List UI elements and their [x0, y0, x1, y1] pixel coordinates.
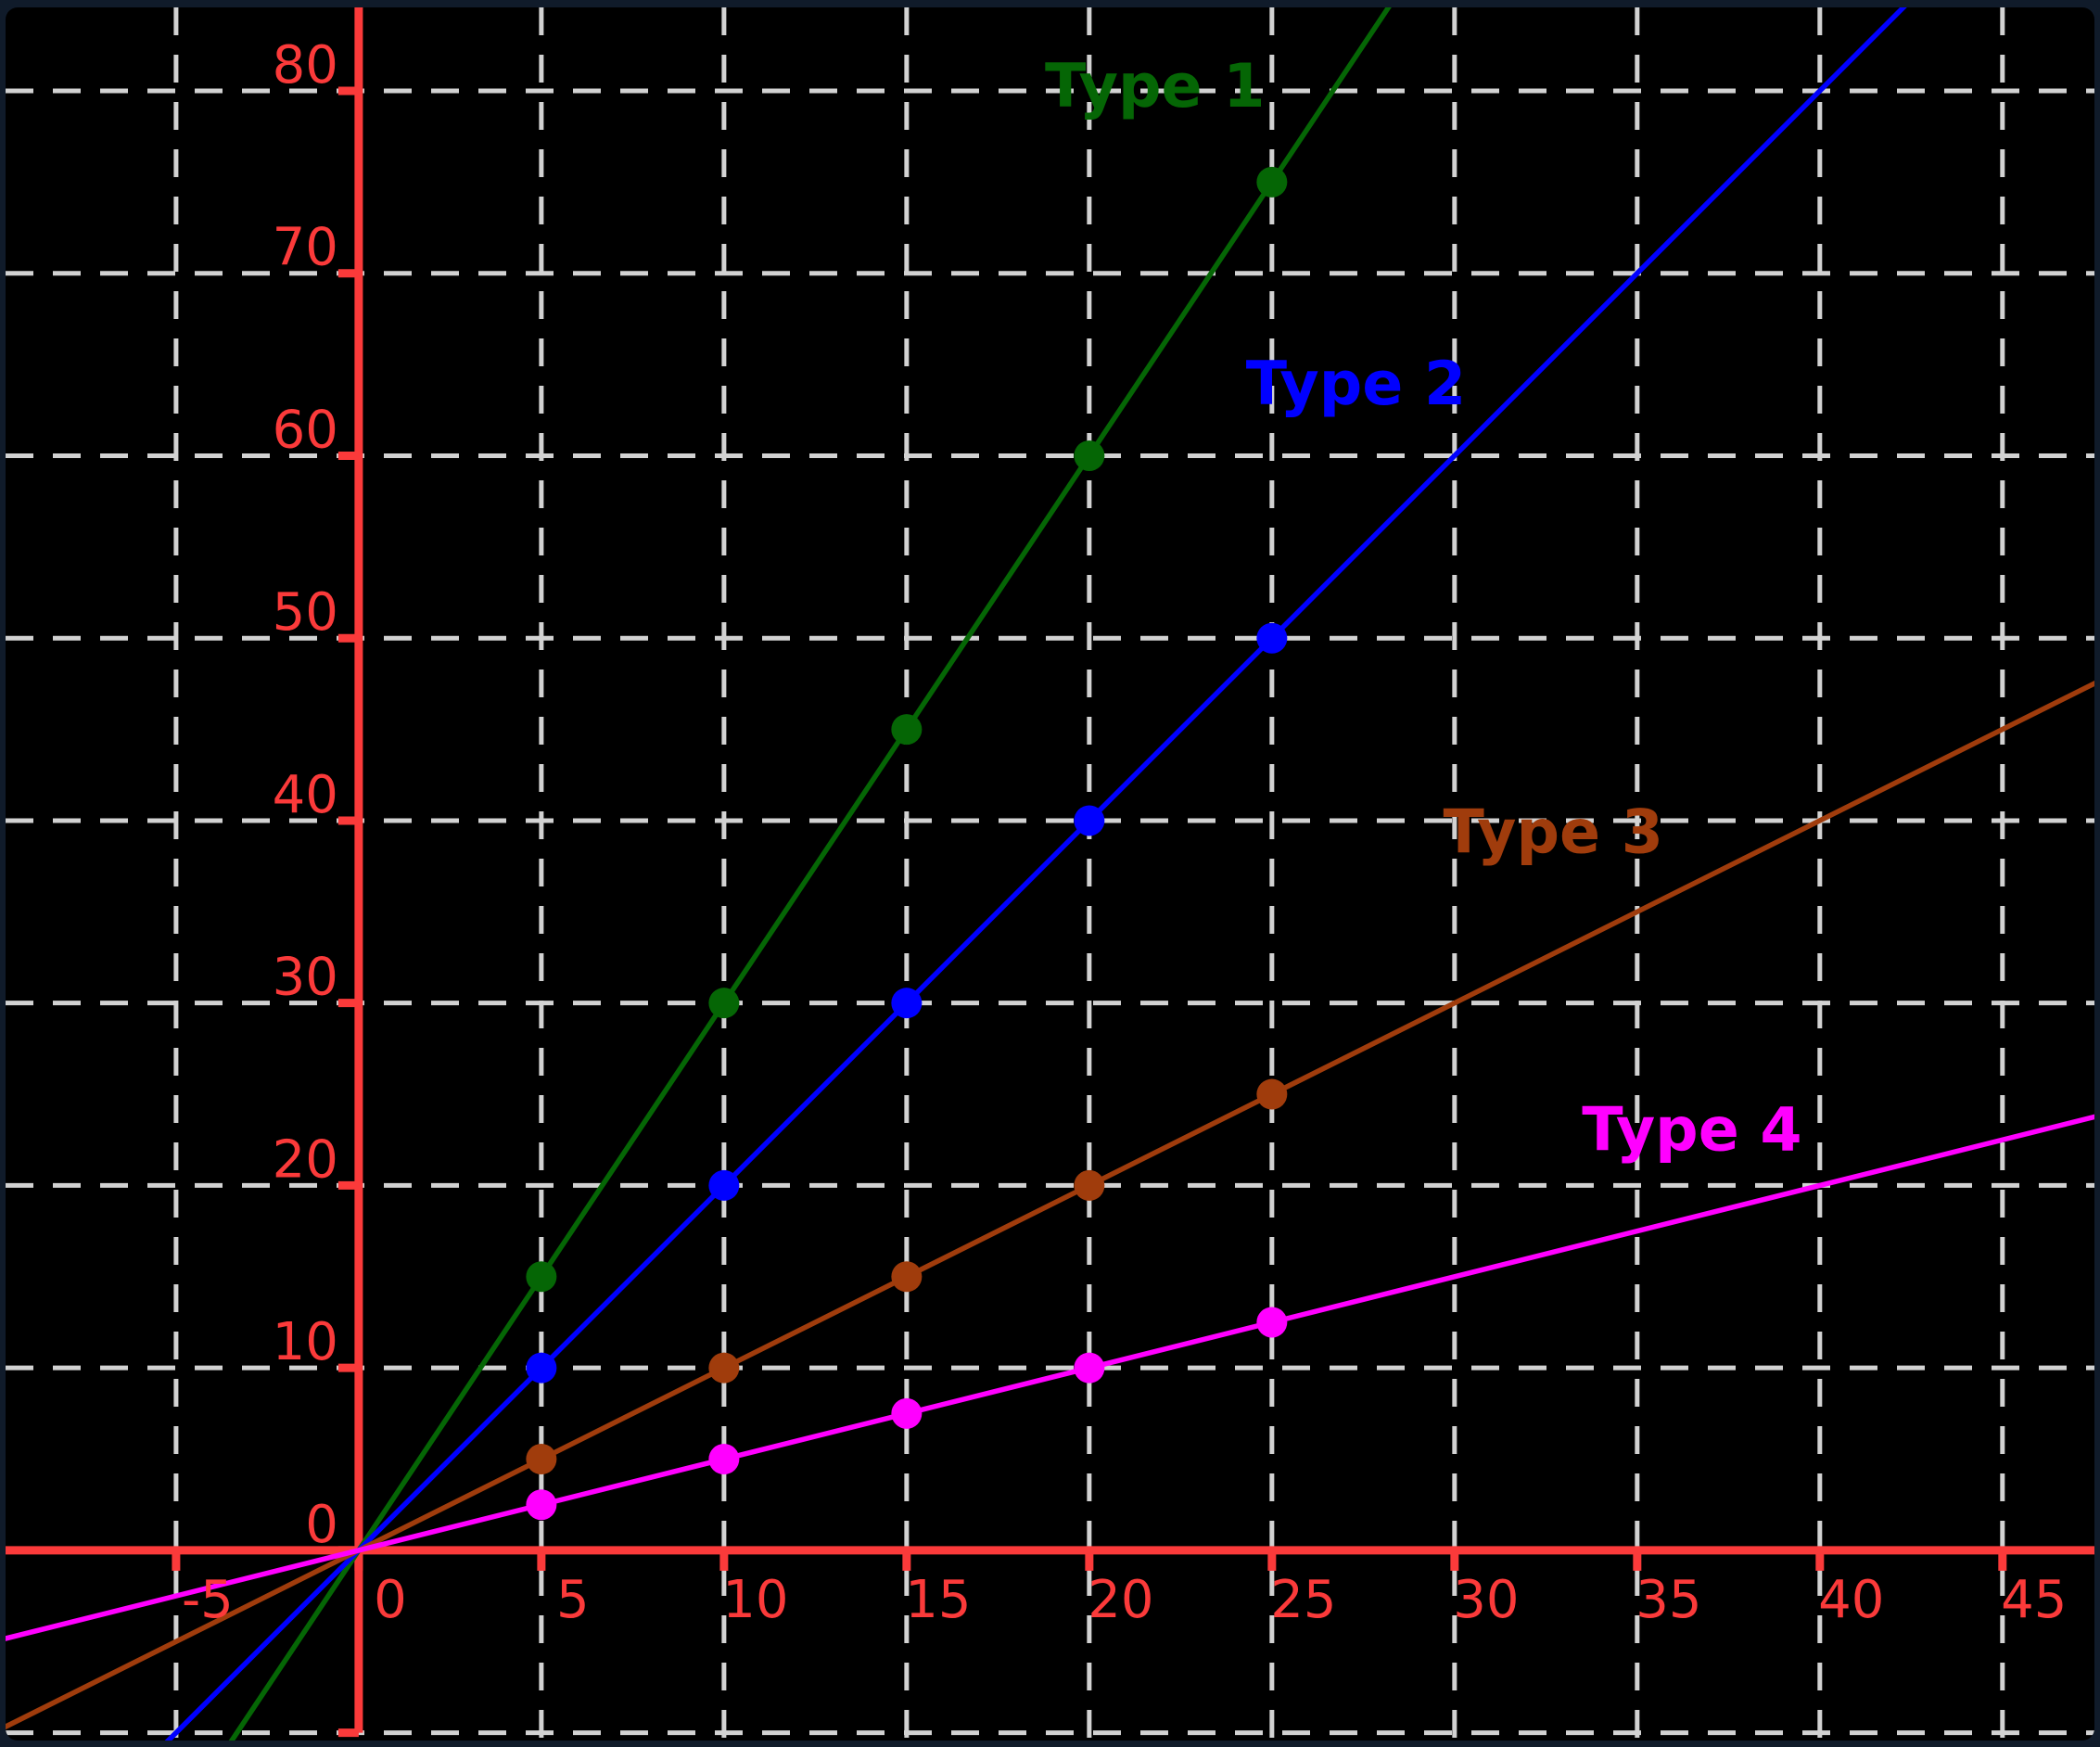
plot-area [6, 7, 2094, 1741]
x-tick-label: 0 [374, 1570, 407, 1630]
data-point-type-1 [1074, 440, 1105, 471]
data-point-type-2 [1256, 622, 1288, 654]
x-tick-label: 15 [905, 1570, 971, 1630]
y-tick-label: 10 [273, 1312, 338, 1372]
data-point-type-3 [708, 1352, 740, 1384]
x-tick-label: 40 [1818, 1570, 1884, 1630]
y-tick-label: 50 [273, 582, 338, 643]
data-point-type-1 [526, 1261, 557, 1293]
data-point-type-3 [1256, 1078, 1288, 1110]
data-point-type-4 [1256, 1307, 1288, 1338]
data-point-type-2 [891, 988, 923, 1019]
series-label-type-3: Type 3 [1443, 798, 1662, 868]
series-label-type-2: Type 2 [1246, 350, 1466, 419]
data-point-type-2 [1074, 805, 1105, 836]
y-tick-label: 40 [273, 765, 338, 825]
y-tick-label: 80 [273, 35, 338, 96]
series-label-type-4: Type 4 [1582, 1095, 1801, 1165]
data-point-type-3 [891, 1261, 923, 1293]
data-point-type-1 [891, 714, 923, 746]
y-tick-label: 70 [273, 218, 338, 278]
x-tick-label: 5 [556, 1570, 590, 1630]
x-tick-label: 30 [1453, 1570, 1519, 1630]
data-point-type-3 [1074, 1169, 1105, 1201]
data-point-type-4 [891, 1397, 923, 1429]
x-tick-label: 35 [1635, 1570, 1701, 1630]
series-label-type-1: Type 1 [1045, 52, 1265, 121]
x-tick-label: 20 [1088, 1570, 1153, 1630]
x-tick-label: 45 [2001, 1570, 2067, 1630]
data-point-type-4 [708, 1444, 740, 1475]
x-tick-label: 25 [1270, 1570, 1336, 1630]
data-point-type-2 [526, 1352, 557, 1384]
y-tick-label: 30 [273, 948, 338, 1008]
data-point-type-4 [1074, 1352, 1105, 1384]
series-line-type-4 [6, 1113, 2094, 1643]
data-point-type-4 [526, 1489, 557, 1521]
data-point-type-3 [526, 1444, 557, 1475]
y-tick-label: 60 [273, 400, 338, 460]
data-point-type-2 [708, 1169, 740, 1201]
data-point-type-1 [1256, 166, 1288, 198]
data-point-type-1 [708, 988, 740, 1019]
y-tick-label: 0 [305, 1495, 338, 1555]
x-tick-label: 10 [722, 1570, 788, 1630]
x-tick-label: -5 [182, 1570, 234, 1630]
y-tick-label: 20 [273, 1129, 338, 1190]
